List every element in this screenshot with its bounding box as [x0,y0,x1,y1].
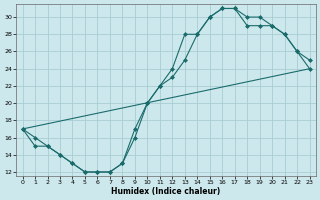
X-axis label: Humidex (Indice chaleur): Humidex (Indice chaleur) [111,187,221,196]
